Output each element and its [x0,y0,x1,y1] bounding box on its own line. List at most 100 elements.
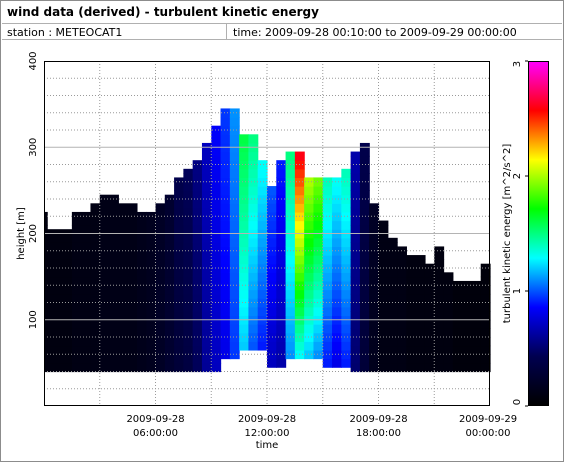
heatmap-cell [136,319,147,329]
heatmap-cell [47,242,73,252]
heatmap-cell [369,216,380,226]
heatmap-cell [267,237,277,248]
heatmap-cell [359,345,370,355]
heatmap-cell [285,203,296,213]
heatmap-cell [387,268,398,278]
heatmap-cell [257,177,268,187]
heatmap-cell [387,250,398,260]
heatmap-cell [267,349,277,360]
heatmap-cell [90,293,101,304]
heatmap-cell [285,237,296,248]
heatmap-cell [118,242,138,252]
heatmap-cell [452,285,482,295]
heatmap-cell [248,134,259,144]
heatmap-cell [359,233,370,243]
heatmap-cell [164,328,175,338]
heatmap-cell [378,311,389,321]
heatmap-cell [452,319,482,329]
heatmap-cell [220,211,231,222]
heatmap-cell [183,259,194,269]
heatmap-cell [359,155,370,166]
heatmap-cell [164,199,175,209]
heatmap-cell [211,250,222,260]
heatmap-cell [304,255,315,265]
heatmap-cell [71,345,92,355]
heatmap-cell [359,199,370,209]
heatmap-cell [99,224,119,235]
heatmap-cell [99,207,119,217]
heatmap-cell [285,220,296,230]
heatmap-cell [369,250,380,260]
time-range-label: time: 2009-09-28 00:10:00 to 2009-09-29 … [233,26,517,39]
heatmap-cell [192,216,203,226]
heatmap-cell [313,220,324,230]
heatmap-cell [99,250,119,260]
heatmap-cell [146,293,157,304]
heatmap-cell [136,242,147,252]
heatmap-cell [452,354,482,364]
colorbar-ticks: 0 1 2 3 [512,60,528,407]
heatmap-cell [350,319,361,329]
heatmap-cell [248,263,259,273]
heatmap-cell [369,285,380,295]
heatmap-cell [239,168,250,179]
heatmap-cell [183,268,194,278]
heatmap-cell [71,211,92,217]
heatmap-cell [211,130,222,140]
heatmap-cell [359,362,370,373]
heatmap-cell [378,268,389,278]
heatmap-cell [406,354,426,364]
heatmap-cell [192,302,203,312]
heatmap-cell [155,328,166,338]
heatmap-cell [183,345,194,355]
heatmap-cell [118,203,138,209]
heatmap-cell [192,285,203,295]
heatmap-cell [332,194,342,204]
heatmap-cell [350,216,361,226]
heatmap-cell [304,349,315,360]
heatmap-cell [248,211,259,222]
heatmap-cell [47,285,73,295]
heatmap-cell [211,173,222,183]
heatmap-cell [164,268,175,278]
heatmap-cell [118,216,138,226]
heatmap-cell [155,362,166,373]
heatmap-cell [304,280,315,291]
heatmap-cell [322,272,333,282]
heatmap-cell [248,332,259,342]
info-separator [226,24,227,39]
heatmap-cell [155,302,166,312]
heatmap-cell [276,324,287,334]
heatmap-cell [201,311,212,321]
heatmap-cell [239,203,250,213]
heatmap-cell [155,337,166,347]
heatmap-cell [257,211,268,222]
heatmap-cell [211,311,222,321]
heatmap-cell [174,319,184,329]
heatmap-cell [350,199,361,209]
heatmap-cell [229,237,240,248]
heatmap-cell [71,259,92,269]
heatmap-cell [47,345,73,355]
heatmap-cell [387,337,398,347]
heatmap-cell [201,199,212,209]
heatmap-cell [267,358,277,368]
heatmap-cell [369,233,380,243]
heatmap-cell [99,268,119,278]
heatmap-cell [267,280,277,291]
heatmap-cell [146,276,157,286]
heatmap-cell [322,263,333,273]
heatmap-cell [239,246,250,256]
heatmap-cell [174,293,184,304]
heatmap-cell [99,199,119,209]
heatmap-cell [294,186,305,196]
heatmap-cell [248,160,259,170]
heatmap-cell [313,186,324,196]
heatmap-cell [350,190,361,200]
heatmap-cell [229,306,240,317]
heatmap-cell [424,319,435,329]
heatmap-cell [192,328,203,338]
heatmap-cell [99,302,119,312]
heatmap-cell [229,220,240,230]
heatmap-cell [397,250,407,260]
